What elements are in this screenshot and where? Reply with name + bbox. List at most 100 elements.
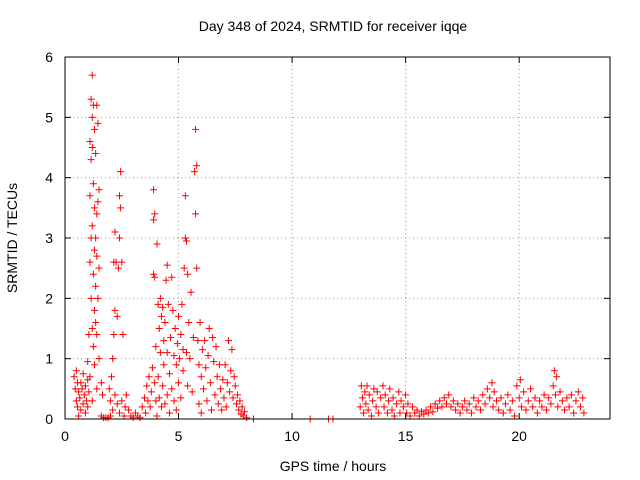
data-point-marker — [89, 180, 97, 188]
data-point-marker — [106, 397, 114, 405]
data-point-marker — [77, 406, 85, 414]
data-point-marker — [540, 391, 548, 399]
data-point-marker — [397, 397, 405, 405]
data-point-marker — [549, 382, 557, 390]
data-point-marker — [108, 373, 116, 381]
data-point-marker — [117, 204, 125, 212]
data-point-marker — [413, 406, 421, 414]
y-axis-label: SRMTID / TECUs — [4, 183, 20, 293]
data-point-marker — [75, 412, 83, 420]
data-point-marker — [190, 168, 198, 176]
data-point-marker — [565, 403, 573, 411]
data-point-marker — [365, 391, 373, 399]
data-point-marker — [152, 397, 160, 405]
data-point-marker — [110, 331, 118, 339]
data-point-marker — [158, 312, 166, 320]
data-point-marker — [88, 144, 96, 151]
data-point-marker — [152, 343, 160, 351]
data-point-marker — [385, 397, 393, 405]
data-point-marker — [223, 379, 231, 387]
data-point-marker — [515, 394, 523, 402]
data-point-marker — [153, 412, 161, 420]
data-point-marker — [195, 400, 203, 408]
data-point-marker — [88, 71, 96, 79]
data-point-marker — [486, 394, 494, 402]
data-point-marker — [93, 252, 101, 260]
y-tick-label: 5 — [45, 109, 53, 125]
data-point-marker — [447, 403, 455, 411]
data-point-marker — [506, 406, 514, 414]
data-point-marker — [165, 409, 173, 417]
data-point-marker — [379, 382, 387, 390]
data-point-marker — [94, 119, 102, 127]
data-point-marker — [219, 376, 227, 384]
data-point-marker — [388, 406, 396, 414]
data-point-marker — [362, 400, 370, 408]
x-tick-label: 10 — [284, 428, 300, 444]
data-point-marker — [386, 385, 394, 393]
data-point-marker — [88, 325, 96, 332]
data-point-marker — [109, 406, 117, 414]
data-point-marker — [222, 403, 230, 411]
data-point-marker — [155, 325, 163, 332]
data-point-marker — [93, 385, 101, 393]
data-point-marker — [80, 391, 88, 399]
data-point-marker — [201, 337, 209, 345]
data-point-marker — [488, 379, 496, 387]
data-point-marker — [93, 101, 101, 109]
data-point-marker — [159, 382, 167, 390]
data-point-marker — [508, 397, 516, 405]
data-point-marker — [79, 370, 87, 378]
data-point-marker — [81, 382, 89, 390]
data-point-marker — [182, 237, 190, 245]
data-point-marker — [116, 409, 123, 417]
data-point-marker — [556, 388, 564, 396]
data-point-marker — [200, 385, 208, 393]
data-point-marker — [550, 367, 558, 375]
data-point-marker — [79, 400, 87, 408]
data-point-marker — [489, 403, 497, 411]
x-tick-label: 20 — [511, 428, 527, 444]
data-point-marker — [393, 400, 401, 408]
data-point-marker — [389, 394, 397, 402]
data-point-marker — [118, 397, 126, 405]
data-point-marker — [163, 391, 171, 399]
data-point-marker — [206, 379, 214, 387]
data-point-marker — [483, 385, 491, 393]
data-point-marker — [356, 403, 364, 411]
data-point-marker — [373, 388, 381, 396]
data-point-marker — [207, 406, 215, 414]
data-point-marker — [159, 303, 167, 311]
data-point-marker — [111, 391, 119, 399]
data-point-marker — [178, 300, 186, 308]
data-point-marker — [86, 137, 94, 145]
data-point-marker — [109, 355, 117, 363]
data-point-marker — [168, 273, 176, 281]
data-point-marker — [72, 397, 80, 405]
x-tick-label: 5 — [175, 428, 183, 444]
data-point-marker — [477, 406, 485, 414]
data-point-marker — [196, 318, 204, 326]
data-point-marker — [177, 331, 185, 339]
data-point-marker — [91, 246, 99, 254]
data-point-marker — [558, 397, 566, 405]
data-point-marker — [231, 382, 239, 390]
data-point-marker — [424, 409, 432, 417]
data-point-marker — [232, 400, 240, 408]
data-point-marker — [531, 394, 539, 402]
data-point-marker — [93, 331, 101, 339]
data-point-marker — [492, 397, 500, 405]
data-point-marker — [167, 334, 175, 342]
data-point-marker — [197, 409, 205, 417]
data-point-marker — [156, 294, 164, 302]
data-point-marker — [161, 400, 169, 408]
data-point-marker — [527, 385, 535, 393]
data-point-marker — [463, 406, 471, 414]
data-point-marker — [368, 412, 376, 420]
data-point-marker — [170, 397, 178, 405]
data-point-marker — [431, 400, 439, 408]
data-point-marker — [504, 391, 512, 399]
data-point-marker — [88, 222, 96, 230]
data-point-marker — [129, 414, 137, 422]
data-point-marker — [105, 385, 113, 393]
